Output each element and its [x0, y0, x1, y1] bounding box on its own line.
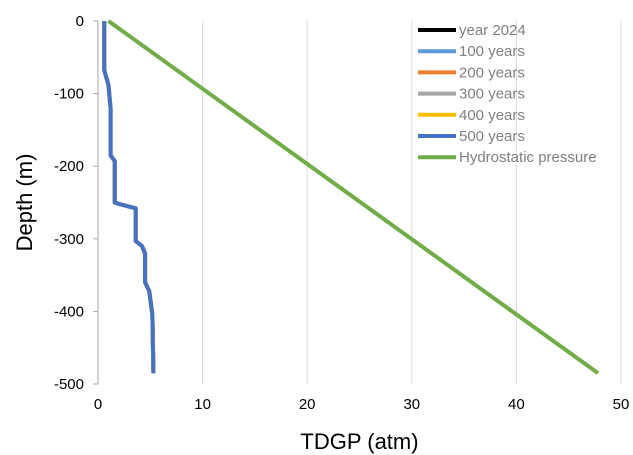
series-line-5 — [102, 21, 156, 374]
y-tick-label: -100 — [54, 86, 84, 103]
x-tick-label: 20 — [299, 396, 316, 413]
legend: year 2024 100 years 200 years 300 years 400 … — [418, 22, 597, 166]
legend-label: 500 years — [459, 128, 525, 145]
series-line-6 — [107, 19, 600, 375]
tick-labels: 0 10 20 30 40 50 0 -100 -200 -300 -400 -500 — [54, 13, 629, 413]
legend-label: 400 years — [459, 107, 525, 124]
y-tick-label: 0 — [76, 13, 84, 30]
series-lines — [102, 19, 600, 375]
x-tick-label: 0 — [94, 396, 102, 413]
legend-label: 300 years — [459, 86, 525, 103]
y-tick-label: -400 — [54, 303, 84, 320]
legend-label: Hydrostatic pressure — [459, 149, 597, 166]
y-axis-title: Depth (m) — [12, 154, 37, 252]
legend-label: 200 years — [459, 64, 525, 81]
x-tick-label: 40 — [508, 396, 525, 413]
y-tick-label: -300 — [54, 231, 84, 248]
x-tick-label: 30 — [403, 396, 420, 413]
y-tick-label: -200 — [54, 158, 84, 175]
axes — [93, 20, 99, 385]
legend-label: 100 years — [459, 43, 525, 60]
x-tick-label: 10 — [194, 396, 211, 413]
x-tick-label: 50 — [613, 396, 630, 413]
legend-label: year 2024 — [459, 22, 526, 39]
y-tick-label: -500 — [54, 376, 84, 393]
x-axis-title: TDGP (atm) — [300, 429, 418, 454]
gridlines — [202, 21, 622, 384]
